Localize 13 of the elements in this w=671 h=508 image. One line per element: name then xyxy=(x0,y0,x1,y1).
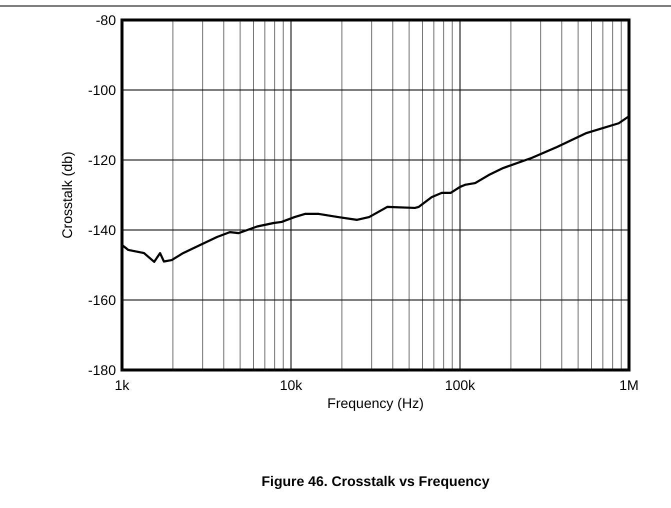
y-axis-title: Crosstalk (db) xyxy=(59,151,75,239)
x-tick-label: 1M xyxy=(619,377,639,393)
x-axis-title: Frequency (Hz) xyxy=(327,395,424,411)
x-tick-label: 10k xyxy=(280,377,304,393)
y-tick-label: -100 xyxy=(88,82,116,98)
y-tick-label: -180 xyxy=(88,362,116,378)
y-tick-label: -120 xyxy=(88,152,116,168)
y-tick-label: -160 xyxy=(88,292,116,308)
y-tick-label: -80 xyxy=(96,12,116,28)
text: Figure 46. Crosstalk vs Frequency xyxy=(262,473,490,489)
x-tick-label: 1k xyxy=(114,377,130,393)
y-tick-label: -140 xyxy=(88,222,116,238)
x-tick-label: 100k xyxy=(444,377,476,393)
